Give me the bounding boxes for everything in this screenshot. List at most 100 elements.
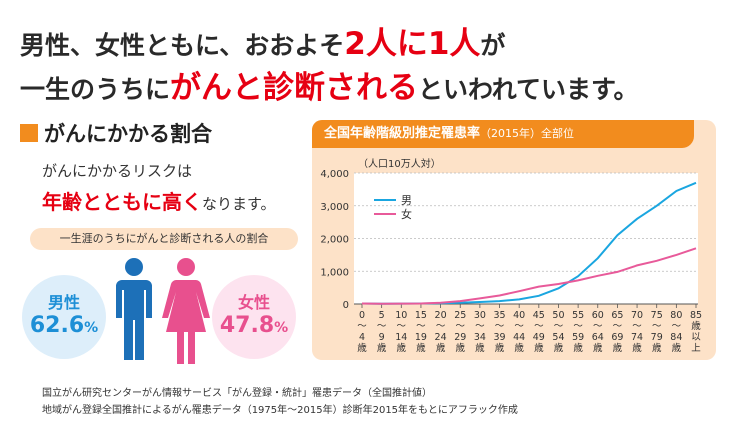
x-tick-label: 80	[670, 310, 682, 321]
x-tick-label: 歳	[613, 342, 623, 354]
y-tick-label: 2,000	[320, 235, 349, 246]
x-tick-label: 34	[474, 332, 486, 343]
x-tick-label: 65	[611, 310, 623, 321]
x-tick-label: 64	[592, 332, 604, 343]
x-tick-label: 60	[592, 310, 604, 321]
male-label: 男性	[47, 293, 80, 312]
x-tick-label: ～	[514, 321, 524, 332]
x-tick-label: 歳	[691, 320, 701, 332]
x-tick-label: ～	[593, 321, 603, 332]
risk-text-line-1: がんにかかるリスクは	[42, 162, 193, 180]
y-unit-label: （人口10万人対）	[358, 157, 441, 170]
x-tick-label: 59	[572, 332, 584, 343]
section-title-text: がんにかかる割合	[44, 122, 212, 146]
x-tick-label: 70	[631, 310, 643, 321]
x-tick-label: 44	[513, 332, 525, 343]
x-tick-label: 歳	[377, 342, 387, 354]
x-tick-label: ～	[455, 321, 465, 332]
incidence-line-chart: 01,0002,0003,0004,000（人口10万人対）0～4歳5～9歳10…	[320, 157, 702, 354]
chart-subtitle: （2015年）全部位	[480, 127, 575, 140]
headline-line-2: 一生のうちにがんと診断されるといわれています。	[20, 62, 710, 107]
x-tick-label: 以	[691, 332, 701, 343]
y-tick-label: 0	[343, 300, 349, 311]
legend-label: 男	[401, 194, 412, 207]
x-tick-label: 4	[359, 332, 365, 343]
x-tick-label: ～	[416, 321, 426, 332]
series-line-female	[361, 247, 697, 305]
incidence-chart-panel: 全国年齢階級別推定罹患率（2015年）全部位 0 1,000 2,000 3,000 4…	[312, 120, 716, 360]
x-tick-label: 歳	[554, 342, 564, 354]
x-tick-label: 歳	[632, 342, 642, 354]
headline-line-1: 男性、女性ともに、おおよそ2人に1人が	[20, 18, 710, 63]
x-tick-label: 歳	[475, 342, 485, 354]
x-tick-label: 69	[611, 332, 623, 343]
female-label: 女性	[237, 293, 270, 312]
x-tick-label: 15	[415, 310, 427, 321]
x-tick-label: ～	[357, 321, 367, 332]
x-tick-label: 54	[552, 332, 564, 343]
x-tick-label: ～	[652, 321, 662, 332]
x-tick-label: 85	[690, 310, 702, 321]
x-tick-label: 歳	[495, 342, 505, 354]
x-tick-label: 49	[533, 332, 545, 343]
male-figure-icon	[116, 258, 152, 360]
source-note-1: 国立がん研究センターがん情報サービス「がん登録・統計」罹患データ（全国推計値）	[42, 388, 432, 399]
x-tick-label: 35	[493, 310, 505, 321]
gender-figures	[116, 258, 210, 364]
x-tick-label: 歳	[397, 342, 407, 354]
x-tick-label: 40	[513, 310, 525, 321]
x-tick-label: ～	[475, 321, 485, 332]
y-tick-label: 3,000	[320, 202, 349, 213]
x-tick-label: 歳	[534, 342, 544, 354]
male-ratio-value: 62.6%	[22, 313, 106, 338]
risk-text-line-2: 年齢とともに高くなります。	[42, 186, 276, 215]
headline-text: 男性、女性ともに、おおよそ	[20, 31, 345, 60]
y-tick-label: 4,000	[320, 169, 349, 180]
x-tick-label: 歳	[514, 342, 524, 354]
x-tick-label: 歳	[455, 342, 465, 354]
y-tick-label: 1,000	[320, 267, 349, 278]
x-tick-label: ～	[573, 321, 583, 332]
x-tick-label: 歳	[436, 342, 446, 354]
x-tick-label: 84	[670, 332, 682, 343]
x-tick-label: 55	[572, 310, 584, 321]
x-tick-label: 5	[379, 310, 385, 321]
headline-text: といわれています。	[418, 75, 639, 104]
x-tick-label: 0	[359, 310, 365, 321]
lifetime-ratio-label: 一生涯のうちにがんと診断される人の割合	[30, 228, 298, 250]
x-tick-label: 50	[552, 310, 564, 321]
x-tick-label: ～	[436, 321, 446, 332]
x-tick-label: ～	[397, 321, 407, 332]
x-tick-label: 20	[435, 310, 447, 321]
female-figure-icon	[162, 258, 210, 364]
headline-text: 一生のうちに	[20, 75, 171, 104]
x-tick-label: ～	[613, 321, 623, 332]
x-tick-label: 歳	[652, 342, 662, 354]
x-tick-label: 79	[651, 332, 663, 343]
x-tick-label: ～	[377, 321, 387, 332]
x-tick-label: 10	[395, 310, 407, 321]
x-tick-label: ～	[632, 321, 642, 332]
orange-square-icon	[20, 124, 38, 142]
x-tick-label: ～	[495, 321, 505, 332]
x-tick-label: 上	[691, 343, 701, 354]
x-tick-label: 30	[474, 310, 486, 321]
male-ratio-circle: 男性 62.6%	[22, 275, 106, 359]
x-tick-label: 歳	[593, 342, 603, 354]
x-tick-label: ～	[554, 321, 564, 332]
section-title: がんにかかる割合	[20, 118, 212, 148]
female-ratio-circle: 女性 47.8%	[212, 275, 296, 359]
x-tick-label: 歳	[573, 342, 583, 354]
x-tick-label: 45	[533, 310, 545, 321]
male-value: 62.6	[29, 313, 85, 338]
x-tick-label: 9	[379, 332, 385, 343]
male-unit: %	[84, 320, 99, 336]
x-tick-label: 歳	[416, 342, 426, 354]
x-tick-label: 25	[454, 310, 466, 321]
x-tick-label: 歳	[357, 342, 367, 354]
headline-emphasis: 2人に1人	[344, 26, 481, 62]
headline-text: が	[480, 31, 506, 60]
x-tick-label: 歳	[672, 342, 682, 354]
legend-label: 女	[401, 207, 412, 221]
x-tick-label: 29	[454, 332, 466, 343]
